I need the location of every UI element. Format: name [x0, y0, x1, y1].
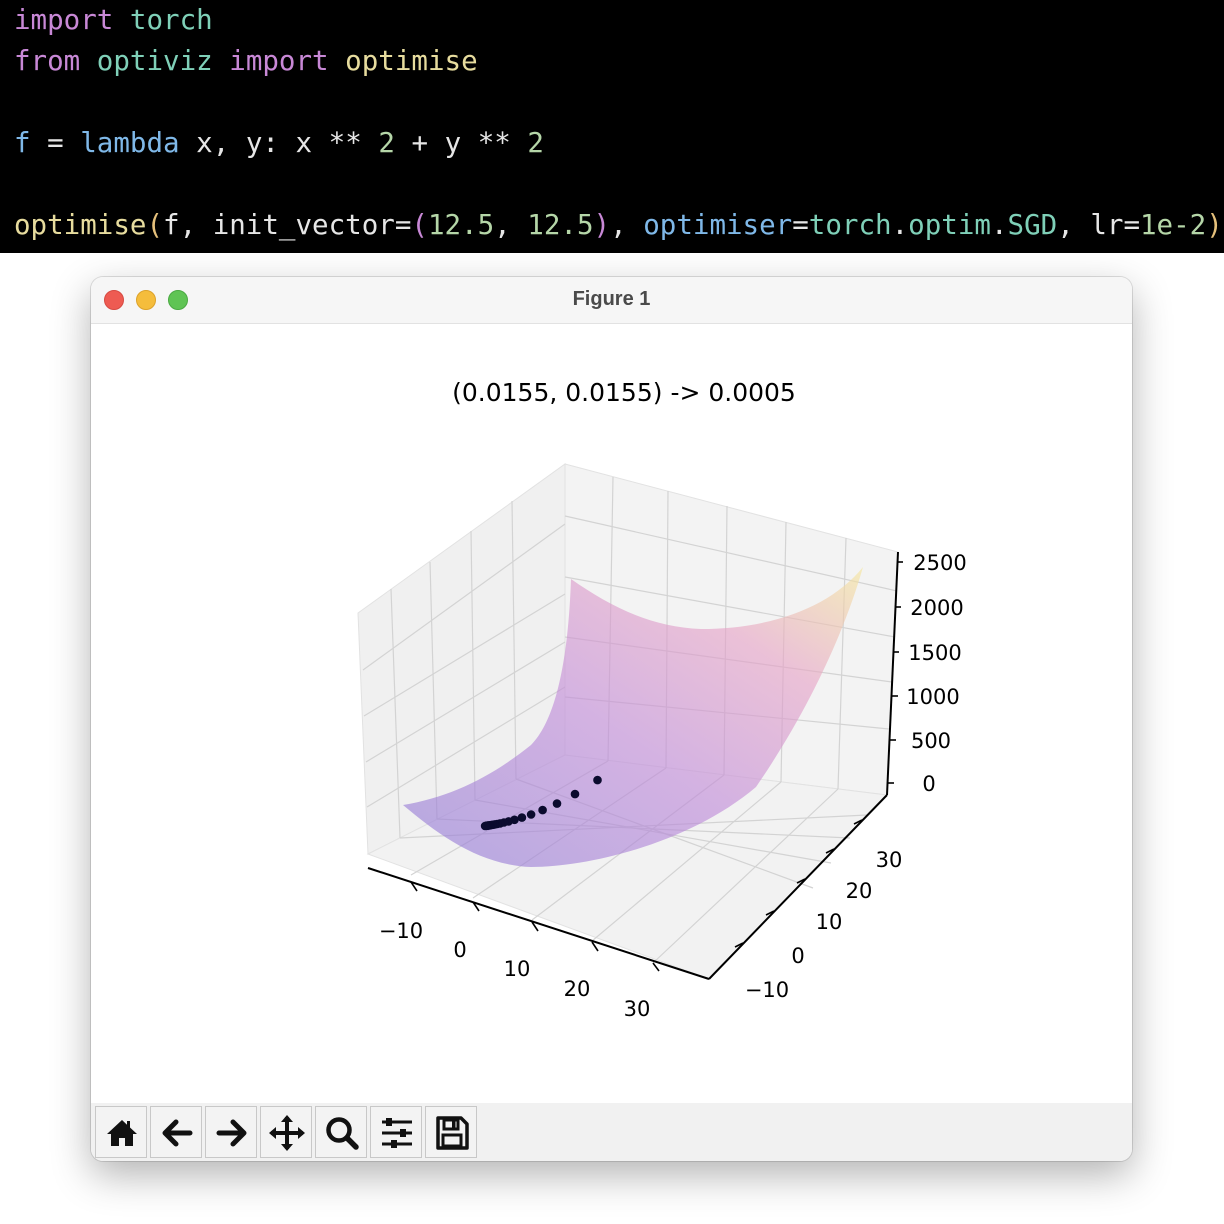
paren: ): [593, 209, 611, 241]
class-name: SGD: [1007, 209, 1058, 241]
trajectory: [480, 775, 602, 831]
z-tick-label: 2500: [913, 551, 966, 575]
operator: =: [394, 209, 412, 241]
chart-title: (0.0155, 0.0155) -> 0.0005: [452, 378, 796, 407]
separator: ,: [494, 209, 528, 241]
number: 12.5: [527, 209, 594, 241]
configure-subplots-button[interactable]: [370, 1106, 422, 1158]
zoom-button[interactable]: [315, 1106, 367, 1158]
paren: (: [146, 209, 164, 241]
number: 12.5: [427, 209, 495, 241]
zoom-icon: [326, 1117, 359, 1150]
number: 2: [527, 127, 544, 159]
module-name: torch: [808, 209, 892, 241]
forward-arrow-icon: [216, 1119, 247, 1147]
x-tick-label: 0: [453, 938, 466, 962]
code-editor: import torch from optiviz import optimis…: [0, 0, 1224, 253]
expr-x: x: [295, 127, 313, 159]
code-line-4: optimise(f, init_vector=(12.5, 12.5), op…: [14, 205, 1223, 245]
operator: =: [47, 127, 64, 159]
keyword: from: [14, 45, 81, 77]
code-line-3: f = lambda x, y: x ** 2 + y ** 2: [14, 123, 544, 163]
variable: f: [14, 127, 31, 159]
pan-button[interactable]: [260, 1106, 312, 1158]
module-name: torch: [129, 4, 213, 36]
trajectory-point: [570, 789, 580, 799]
argument: f,: [163, 209, 213, 241]
operator: **: [328, 127, 362, 159]
trajectory-point: [526, 810, 536, 819]
x-tick-label: 30: [624, 997, 651, 1021]
expr-y: y: [444, 127, 462, 159]
number: 2: [378, 127, 395, 159]
configure-subplots-icon: [382, 1118, 412, 1148]
y-tick-label: 30: [876, 848, 903, 872]
y-tick-label: 20: [846, 879, 873, 903]
plot-toolbar: [91, 1103, 1132, 1161]
plot-canvas[interactable]: (0.0155, 0.0155) -> 0.0005: [91, 277, 1132, 1103]
z-tick-label: 0: [922, 772, 935, 796]
back-arrow-icon: [162, 1119, 193, 1147]
trajectory-point: [552, 799, 562, 808]
dot: .: [891, 209, 909, 241]
module-name: optiviz: [96, 45, 213, 77]
loss-surface: [403, 567, 863, 867]
kwarg-name: init_vector: [212, 209, 395, 241]
kwarg-name: optimiser: [643, 209, 793, 241]
save-button[interactable]: [425, 1106, 477, 1158]
operator: =: [1123, 209, 1140, 241]
function-name: optimise: [345, 45, 478, 77]
window-title: Figure 1: [572, 288, 651, 310]
keyword: import: [229, 45, 329, 77]
axes: [367, 551, 899, 980]
code-line-1: import torch: [14, 0, 213, 40]
maximize-button[interactable]: [168, 290, 188, 310]
paren: ): [1206, 209, 1223, 241]
z-tick-label: 1500: [908, 641, 961, 665]
trajectory-point: [538, 805, 547, 815]
z-tick-label: 1000: [906, 685, 959, 709]
y-tick-labels: −10 0 10 20 30: [745, 848, 903, 1002]
home-button[interactable]: [95, 1106, 147, 1158]
separator: ,: [1057, 209, 1091, 241]
x-tick-label: 10: [504, 957, 531, 981]
paren: (: [411, 209, 428, 241]
forward-button[interactable]: [205, 1106, 257, 1158]
z-tick-label: 2000: [910, 596, 963, 620]
y-tick-label: 0: [791, 944, 804, 968]
trajectory-point: [480, 821, 490, 831]
operator: =: [792, 209, 809, 241]
separator: ,: [610, 209, 644, 241]
dot: .: [990, 209, 1008, 241]
function-name: optimise: [14, 209, 147, 241]
save-icon: [436, 1116, 469, 1150]
operator: +: [411, 127, 429, 159]
code-line-2: from optiviz import optimise: [14, 41, 478, 81]
window-titlebar[interactable]: Figure 1: [91, 277, 1132, 324]
z-tick-label: 500: [911, 729, 951, 753]
x-tick-labels: −10 0 10 20 30: [379, 919, 651, 1021]
kwarg-name: lr: [1090, 209, 1124, 241]
trajectory-point: [593, 775, 602, 785]
y-tick-label: −10: [745, 978, 789, 1002]
x-tick-label: −10: [379, 919, 423, 943]
z-tick-labels: 0 500 1000 1500 2000 2500: [906, 551, 966, 796]
number: 1e-2: [1140, 209, 1207, 241]
keyword-lambda: lambda: [80, 127, 180, 159]
figure-window: Figure 1 (0.0155, 0.0155) -> 0.0005: [91, 277, 1132, 1161]
close-button[interactable]: [104, 290, 124, 310]
lambda-args: x, y:: [196, 127, 279, 159]
back-button[interactable]: [150, 1106, 202, 1158]
keyword: import: [14, 4, 114, 36]
trajectory-point: [517, 813, 527, 822]
minimize-button[interactable]: [136, 290, 156, 310]
tick-marks: [410, 561, 903, 972]
module-name: optim: [908, 209, 991, 241]
home-icon: [107, 1120, 137, 1146]
y-tick-label: 10: [816, 910, 843, 934]
operator: **: [477, 127, 511, 159]
pan-icon: [269, 1115, 305, 1151]
x-tick-label: 20: [564, 977, 591, 1001]
